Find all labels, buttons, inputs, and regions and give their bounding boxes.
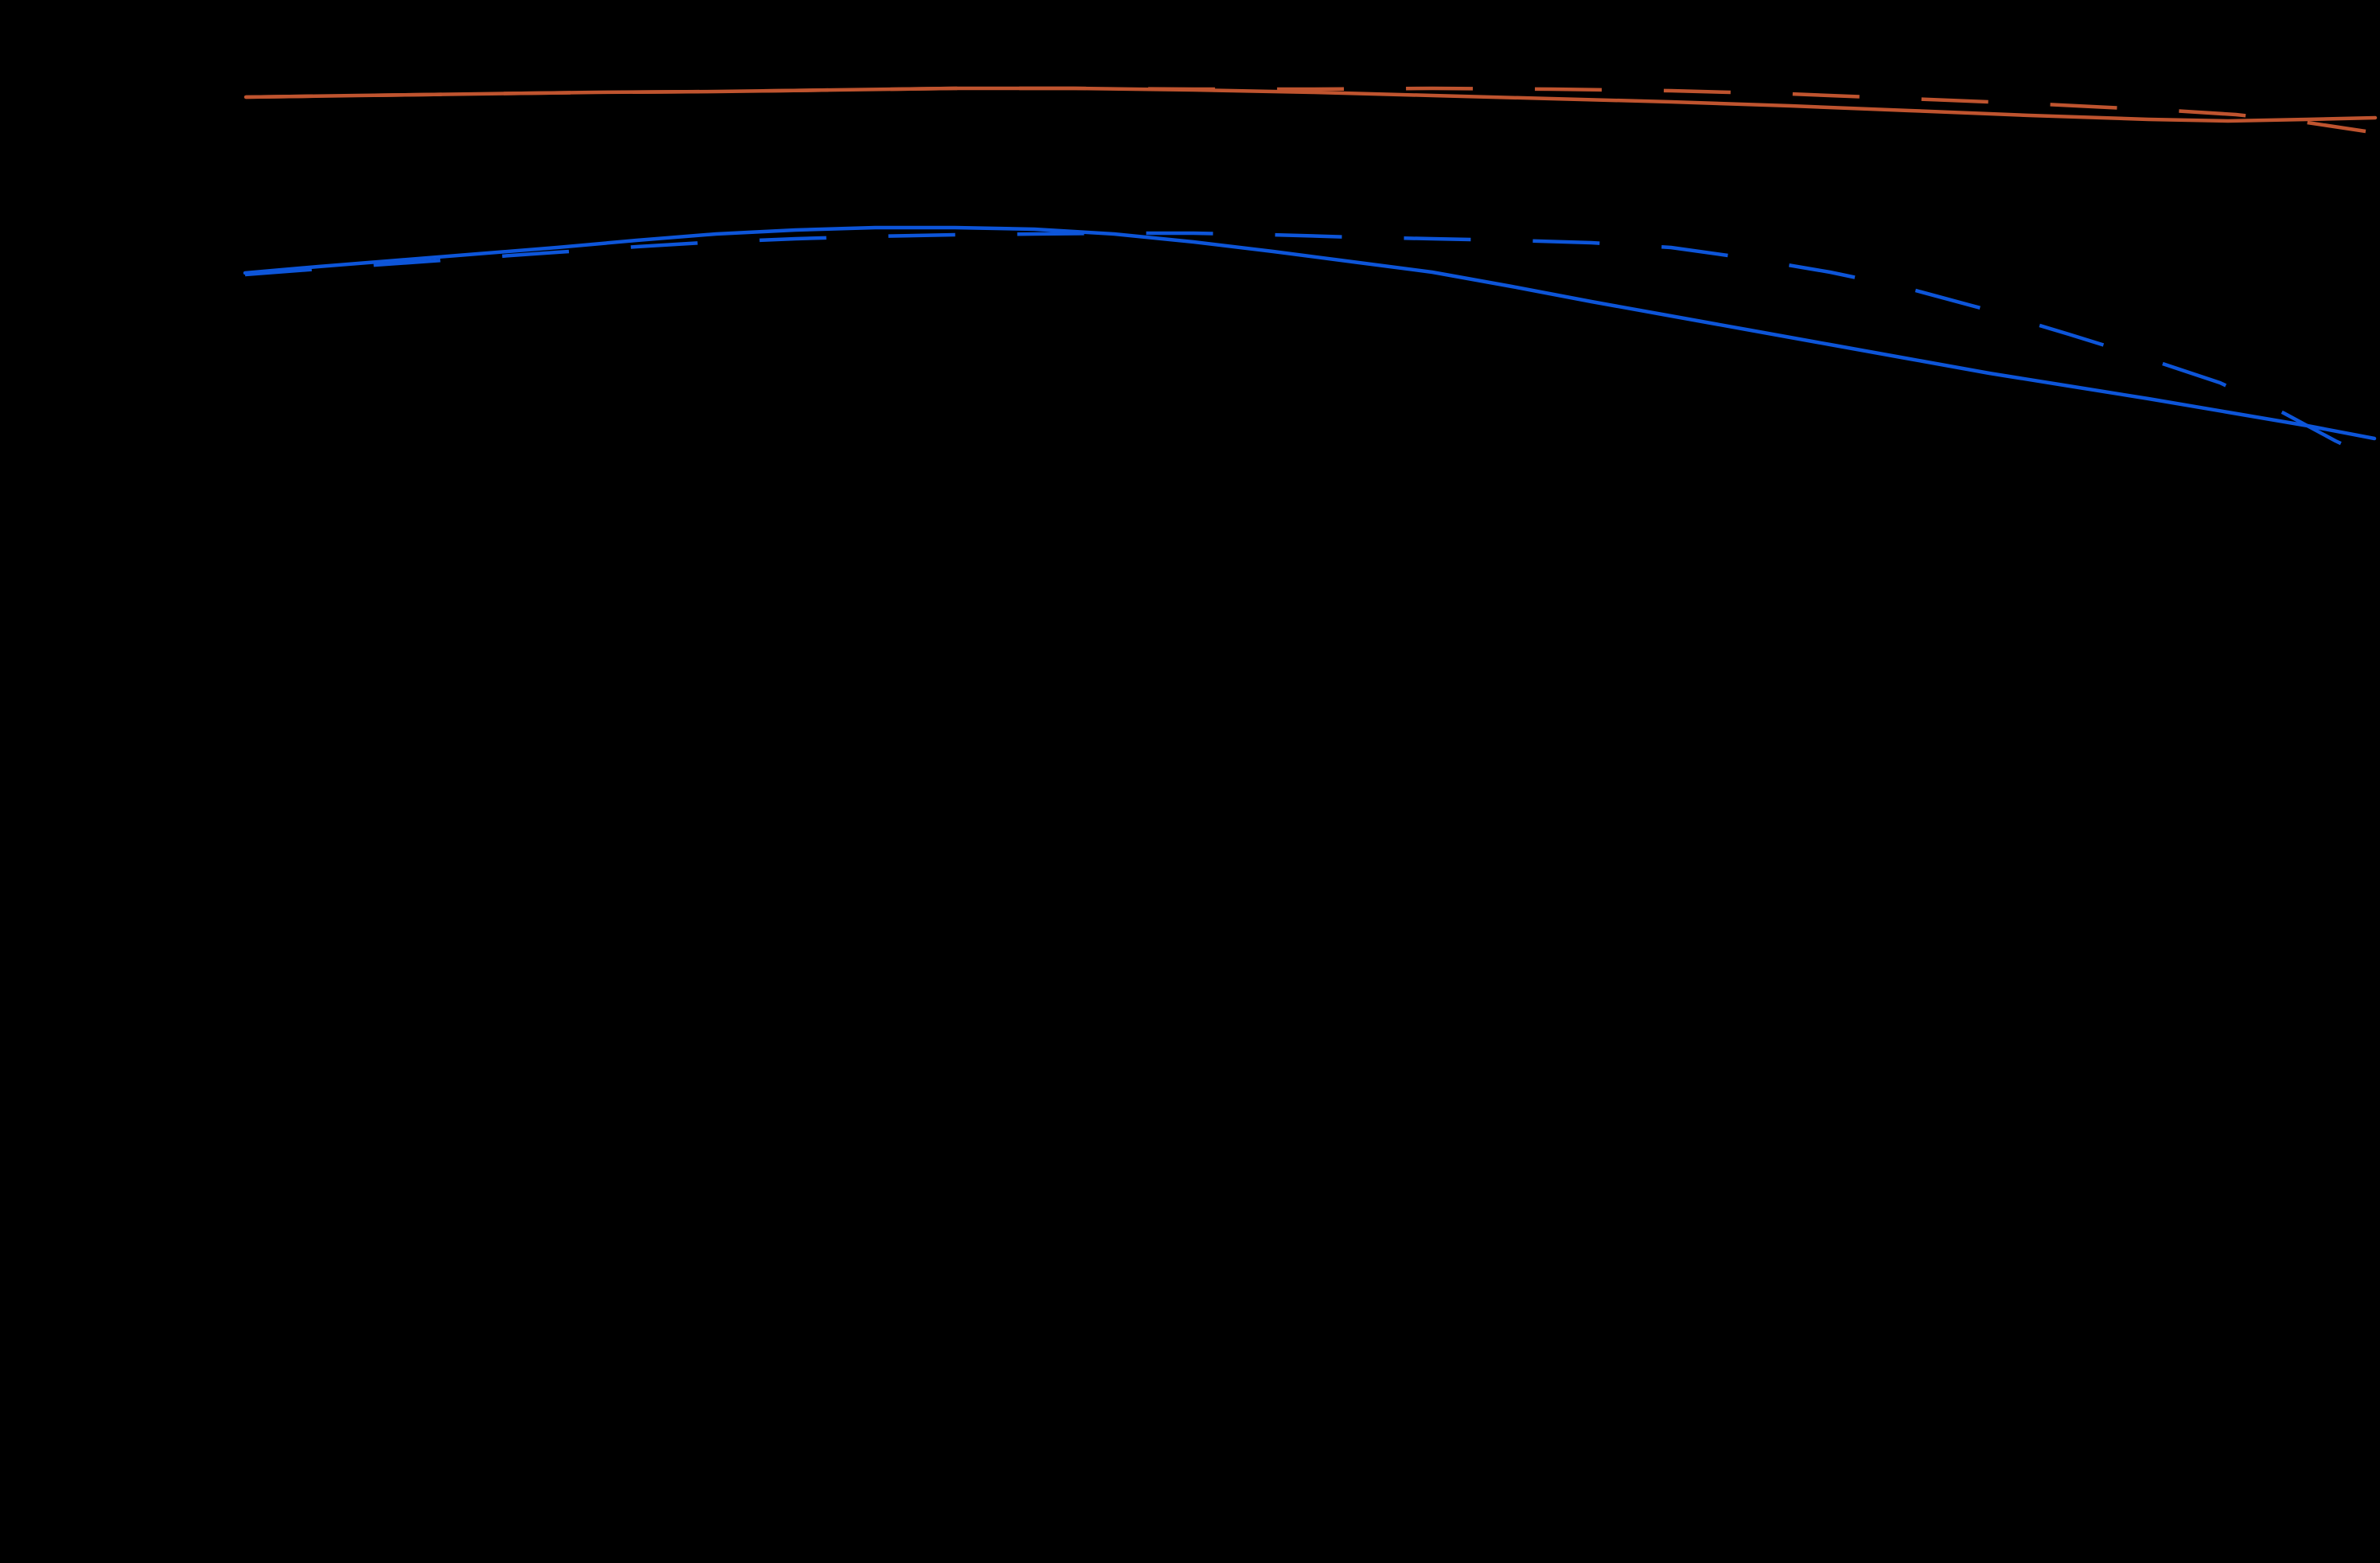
orange-dashed-line [245, 86, 2366, 134]
orange-solid-line [243, 86, 2378, 123]
blue-solid-line [243, 225, 2377, 441]
blue-dashed-line [244, 231, 2375, 462]
